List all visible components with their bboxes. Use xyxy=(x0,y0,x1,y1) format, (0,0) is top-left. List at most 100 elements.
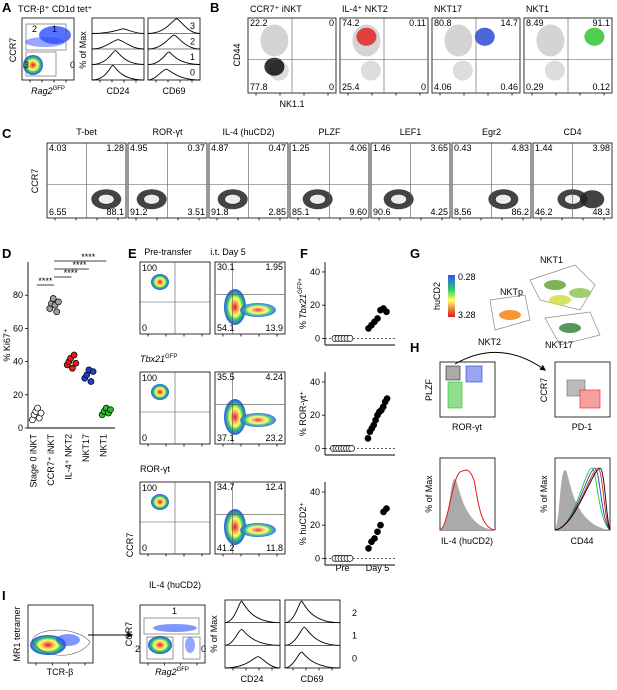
quadrant-value: 8.56 xyxy=(454,207,472,217)
label-part: 40 xyxy=(310,267,320,277)
label-part: NKT17 xyxy=(545,340,573,350)
label-part: IL-4⁺ NKT2 xyxy=(64,434,74,480)
quadrant-value: 86.2 xyxy=(511,207,529,217)
axis-label: CCR7 xyxy=(30,169,40,194)
label-part: % of Max xyxy=(78,31,88,69)
histogram-curve xyxy=(224,656,281,669)
label-part: Pre-transfer xyxy=(144,247,192,257)
plot-frame xyxy=(214,481,286,555)
label-part: % ROR-γt⁺ xyxy=(298,391,308,437)
plot-title: IL-4⁺ NKT2 xyxy=(342,4,388,14)
label-part: PD-1 xyxy=(572,422,593,432)
label-part: C xyxy=(2,126,12,141)
x-tick-label: Pre xyxy=(335,563,349,573)
label-part: 1 xyxy=(52,24,57,34)
axis-label: % Ki67⁺ xyxy=(2,328,12,362)
label-part: 4.24 xyxy=(265,372,283,382)
label-part: CD69 xyxy=(300,674,323,684)
axis-label: IL-4 (huCD2) xyxy=(149,580,201,590)
panel-title: TCR-β⁺ CD1d tet⁺ xyxy=(18,4,92,14)
label-part: 22.2 xyxy=(250,18,268,28)
label-part: 2.85 xyxy=(268,207,286,217)
label-part: 0.29 xyxy=(526,82,544,92)
gate-label: 1 xyxy=(172,606,177,616)
label-part: CCR7 xyxy=(30,169,40,194)
y-tick-label: 20 xyxy=(310,520,320,530)
label-part: 0.47 xyxy=(268,143,286,153)
label-part: 2 xyxy=(135,644,140,654)
label-part: 0 xyxy=(190,67,195,77)
gate xyxy=(465,365,483,383)
cell-population xyxy=(444,24,473,57)
label-part: 2 xyxy=(32,24,37,34)
axis-label: ROR-γt xyxy=(452,422,482,432)
label-part: CCR7 xyxy=(125,533,135,558)
plot-title: CD4 xyxy=(563,127,581,137)
label-part: 40 xyxy=(310,377,320,387)
plot-frame xyxy=(284,599,341,669)
plot-title: Egr2 xyxy=(482,127,501,137)
row-label: 2 xyxy=(352,608,357,618)
quadrant-value: 0 xyxy=(142,543,147,553)
label-part: NKT1 xyxy=(526,4,549,14)
label-part: 4.06 xyxy=(349,143,367,153)
plot-frame xyxy=(139,604,206,664)
data-point xyxy=(55,298,62,306)
label-part: LEF1 xyxy=(400,127,422,137)
quadrant-value: 74.2 xyxy=(342,18,360,28)
label-part: 80 xyxy=(13,290,23,300)
label-part: NKTp xyxy=(500,287,523,297)
row-label: 1 xyxy=(352,631,357,641)
gate-label: 1 xyxy=(52,24,57,34)
quadrant-value: 35.5 xyxy=(217,372,235,382)
label-part: 85.1 xyxy=(292,207,310,217)
label-part: 0.43 xyxy=(454,143,472,153)
quadrant-value: 0 xyxy=(329,82,334,92)
label-part: 4.25 xyxy=(430,207,448,217)
row-label: 3 xyxy=(190,21,195,31)
cell-population xyxy=(549,295,571,305)
label-part: CCR7 xyxy=(8,38,18,63)
label-part: IL-4 (huCD2) xyxy=(149,580,201,590)
cluster-outline xyxy=(489,264,601,346)
quadrant-value: 0 xyxy=(142,323,147,333)
label-part: IL-4 (huCD2) xyxy=(441,536,493,546)
label-part: 100 xyxy=(142,483,157,493)
quadrant-value: 1.95 xyxy=(265,262,283,272)
label-part: Pre xyxy=(335,563,349,573)
data-point xyxy=(37,409,45,417)
panel-label: D xyxy=(2,246,11,261)
gate xyxy=(447,381,463,409)
axis-label: % Tbx21GFP+ xyxy=(298,278,308,329)
label-part: H xyxy=(410,340,419,355)
gate xyxy=(143,617,200,635)
label-part: 80.8 xyxy=(434,18,452,28)
axis-label: CD44 xyxy=(232,43,242,66)
panel-label: E xyxy=(128,246,137,261)
histogram-fill xyxy=(555,470,610,530)
gate xyxy=(25,23,67,51)
label-part: 0.37 xyxy=(187,143,205,153)
cell-population xyxy=(390,194,407,205)
label-part: 1.44 xyxy=(535,143,553,153)
label-part: 0 xyxy=(142,543,147,553)
label-part: % huCD2⁺ xyxy=(298,502,308,546)
panel-label: F xyxy=(300,246,308,261)
cell-population xyxy=(360,60,381,81)
axis-label: MR1 tetramer xyxy=(12,606,22,661)
quadrant-value: 85.1 xyxy=(292,207,310,217)
label-part: 0 xyxy=(142,433,147,443)
label-part: CCR7 xyxy=(539,378,549,403)
label-part: 25.4 xyxy=(342,82,360,92)
label-part: **** xyxy=(72,260,87,270)
x-tick-label: Stage 0 iNKT xyxy=(29,434,39,488)
axis-label: % huCD2⁺ xyxy=(298,502,308,546)
label-part: 3.65 xyxy=(430,143,448,153)
label-part: CD4 xyxy=(563,127,581,137)
label-part: % of Max xyxy=(209,615,219,653)
quadrant-value: 4.06 xyxy=(434,82,452,92)
label-part: 0 xyxy=(352,653,357,663)
label-part: 60 xyxy=(13,323,23,333)
quadrant-value: 91.1 xyxy=(592,18,610,28)
cluster-label: NKT1 xyxy=(540,255,563,265)
